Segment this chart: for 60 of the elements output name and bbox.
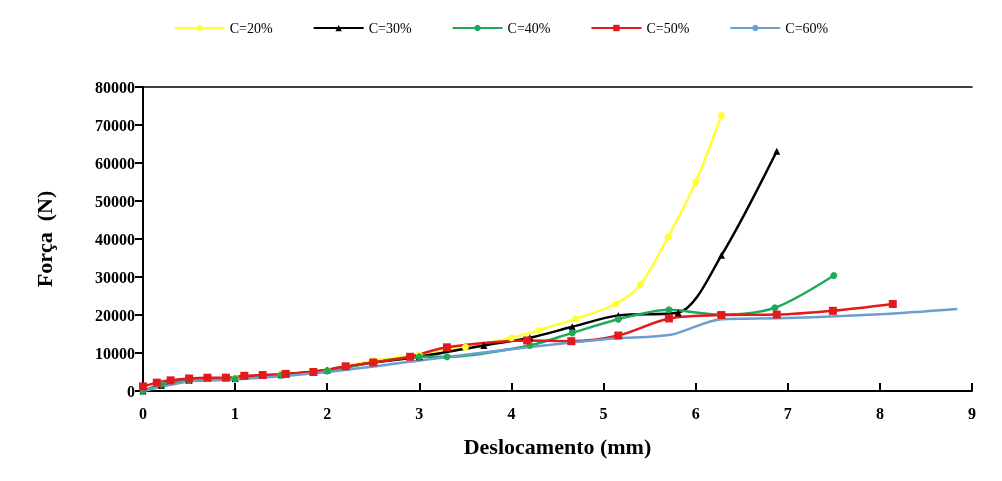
legend-label: C=40% <box>507 20 551 36</box>
x-tick-label: 5 <box>599 404 608 422</box>
point <box>535 326 543 334</box>
point <box>717 112 725 119</box>
legend-label: C=50% <box>646 20 690 36</box>
x-tick-label: 1 <box>231 404 240 422</box>
point <box>461 343 469 351</box>
point <box>240 371 249 380</box>
point <box>442 343 451 352</box>
x-axis-title: Deslocamento (mm) <box>463 433 652 459</box>
point <box>203 373 212 382</box>
point <box>221 373 230 382</box>
x-tick-label: 8 <box>875 404 884 422</box>
y-tick-label: 80000 <box>95 78 135 96</box>
point <box>480 341 488 349</box>
y-tick-label: 10000 <box>95 344 135 362</box>
point <box>341 362 350 371</box>
point <box>614 331 623 340</box>
point <box>772 310 781 319</box>
y-tick-label: 20000 <box>95 306 135 324</box>
y-tick-label: 60000 <box>95 154 135 172</box>
legend-label: C=60% <box>785 20 829 36</box>
x-tick-label: 3 <box>415 404 424 422</box>
y-axis-title: Força (N) <box>31 190 57 288</box>
point <box>692 178 700 186</box>
x-tick-label: 4 <box>507 404 516 422</box>
point <box>773 147 781 155</box>
point <box>830 271 838 279</box>
point <box>568 329 576 337</box>
point <box>406 352 415 361</box>
point <box>771 304 779 312</box>
y-tick-label: 50000 <box>95 192 135 210</box>
point <box>888 299 897 308</box>
point <box>309 368 318 376</box>
x-tick-label: 2 <box>323 404 332 422</box>
point <box>567 337 576 346</box>
point <box>166 376 175 385</box>
point <box>717 251 725 259</box>
y-tick-label: 30000 <box>95 268 135 286</box>
x-tick-label: 0 <box>139 404 147 422</box>
point <box>258 371 267 380</box>
point <box>443 353 451 361</box>
point <box>614 315 622 323</box>
point <box>664 314 673 323</box>
point <box>152 378 161 387</box>
x-tick-label: 9 <box>968 404 976 422</box>
legend-label: C=30% <box>368 20 412 36</box>
point <box>665 306 673 314</box>
x-tick-label: 6 <box>691 404 700 422</box>
y-tick-label: 70000 <box>95 116 135 134</box>
point <box>507 334 515 342</box>
point <box>281 369 290 378</box>
legend-label: C=20% <box>229 20 273 36</box>
point <box>636 281 644 289</box>
x-tick-label: 7 <box>783 404 792 422</box>
y-tick-label: 40000 <box>95 230 135 248</box>
point <box>828 306 837 315</box>
point <box>612 300 620 308</box>
point <box>572 315 580 323</box>
y-tick-label: 0 <box>127 382 135 400</box>
